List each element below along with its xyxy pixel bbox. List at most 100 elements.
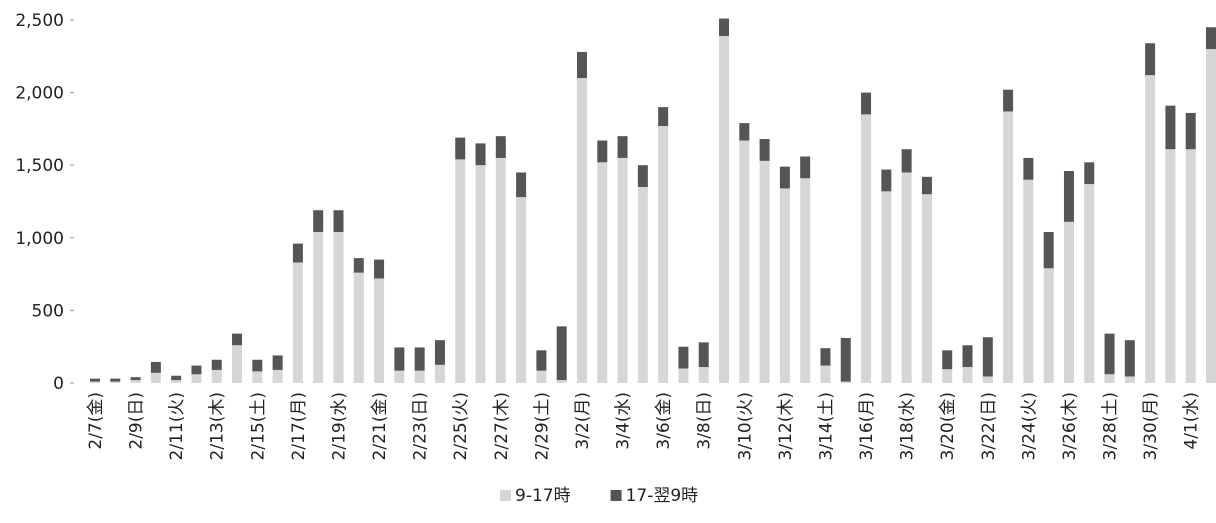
x-tick-label: 3/8(日) <box>695 392 715 450</box>
bar-segment <box>800 156 811 179</box>
bar-segment <box>1043 231 1054 269</box>
bar-segment <box>110 378 121 382</box>
bar-segment <box>759 139 770 161</box>
bar-segment <box>130 377 141 381</box>
bar-segment <box>171 380 182 383</box>
bar-segment <box>942 350 953 370</box>
legend-label: 9-17時 <box>515 486 571 506</box>
x-tick-label: 2/27(木) <box>492 392 512 460</box>
x-tick-label: 3/30(月) <box>1141 392 1161 460</box>
bar-segment <box>1104 333 1115 375</box>
bar-segment <box>434 340 445 365</box>
bar-segment <box>698 367 709 383</box>
bar-segment <box>272 355 283 370</box>
x-tick-label: 2/11(火) <box>167 392 187 460</box>
bar-segment <box>171 375 182 381</box>
bar-segment <box>982 337 993 377</box>
bar-segment <box>861 114 872 383</box>
bar-segment <box>475 143 486 166</box>
bar-segment <box>1165 105 1176 150</box>
y-tick-label: 1,000 <box>15 229 64 249</box>
bar-segment <box>779 188 790 383</box>
bar-segment <box>820 348 831 366</box>
bar-segment <box>1003 89 1014 112</box>
x-tick-label: 3/26(木) <box>1060 392 1080 460</box>
bar-segment <box>1084 162 1095 185</box>
bar-segment <box>820 365 831 383</box>
bar-segment <box>495 136 506 158</box>
bar-segment <box>1063 171 1074 222</box>
bar-segment <box>1124 340 1135 377</box>
bar-segment <box>840 337 851 382</box>
bar-segment <box>759 160 770 383</box>
bar-segment <box>495 157 506 383</box>
bar-segment <box>658 107 669 126</box>
x-tick-label: 2/29(土) <box>532 392 552 460</box>
y-tick-label: 500 <box>32 301 64 321</box>
x-tick-label: 3/6(金) <box>654 392 674 450</box>
bar-segment <box>1063 221 1074 383</box>
bar-segment <box>130 380 141 383</box>
bar-segment <box>739 123 750 141</box>
bar-segment <box>1104 374 1115 383</box>
bar-segment <box>962 367 973 383</box>
bar-segment <box>881 191 892 383</box>
x-tick-label: 3/12(木) <box>776 392 796 460</box>
x-tick-label: 2/7(金) <box>86 392 106 450</box>
bar-segment <box>901 149 912 173</box>
bar-segment <box>333 231 344 383</box>
bar-segment <box>232 345 243 383</box>
bar-segment <box>150 361 161 373</box>
bar-segment <box>556 380 567 383</box>
bar-segment <box>272 369 283 383</box>
bar-segment <box>292 243 303 263</box>
bar-segment <box>1084 184 1095 383</box>
bar-segment <box>698 342 709 368</box>
bar-segment <box>414 370 425 383</box>
bar-segment <box>739 140 750 383</box>
bar-segment <box>1185 112 1196 150</box>
bar-segment <box>779 166 790 189</box>
x-tick-label: 3/24(火) <box>1019 392 1039 460</box>
y-tick-label: 2,000 <box>15 84 64 104</box>
bar-segment <box>678 346 689 369</box>
bar-segment <box>617 136 628 158</box>
bar-segment <box>475 165 486 383</box>
x-tick-label: 2/9(日) <box>127 392 147 450</box>
x-tick-label: 3/18(水) <box>898 392 918 460</box>
bar-segment <box>374 259 385 279</box>
x-tick-label: 2/17(月) <box>289 392 309 460</box>
bar-segment <box>1165 149 1176 383</box>
bar-segment <box>1043 268 1054 383</box>
bar-segment <box>536 370 547 383</box>
x-tick-label: 3/22(日) <box>979 392 999 460</box>
bar-segment <box>1185 149 1196 383</box>
bar-segment <box>719 35 730 384</box>
bar-segment <box>1023 157 1034 180</box>
x-tick-label: 3/4(水) <box>614 392 634 450</box>
bar-segment <box>313 210 324 232</box>
bar-segment <box>150 372 161 383</box>
bar-segment <box>881 169 892 192</box>
bar-segment <box>921 176 932 195</box>
x-tick-label: 3/28(土) <box>1101 392 1121 460</box>
bar-segment <box>840 381 851 383</box>
bar-segment <box>678 368 689 383</box>
bar-segment <box>719 18 730 36</box>
bar-segment <box>597 140 608 163</box>
bar-segment <box>90 378 100 382</box>
x-tick-label: 2/23(日) <box>411 392 431 460</box>
x-tick-label: 2/15(土) <box>248 392 268 460</box>
bar-segment <box>576 51 587 79</box>
bar-segment <box>942 369 953 383</box>
bar-segment <box>556 326 567 381</box>
x-tick-label: 3/16(月) <box>857 392 877 460</box>
bar-segment <box>617 157 628 383</box>
x-tick-label: 2/25(火) <box>451 392 471 460</box>
x-tick-label: 3/2(月) <box>573 392 593 450</box>
bar-segment <box>861 92 872 115</box>
bar-segment <box>455 159 466 383</box>
y-tick-label: 2,500 <box>15 11 64 31</box>
bar-segment <box>394 370 405 383</box>
x-tick-label: 2/13(木) <box>208 392 228 460</box>
